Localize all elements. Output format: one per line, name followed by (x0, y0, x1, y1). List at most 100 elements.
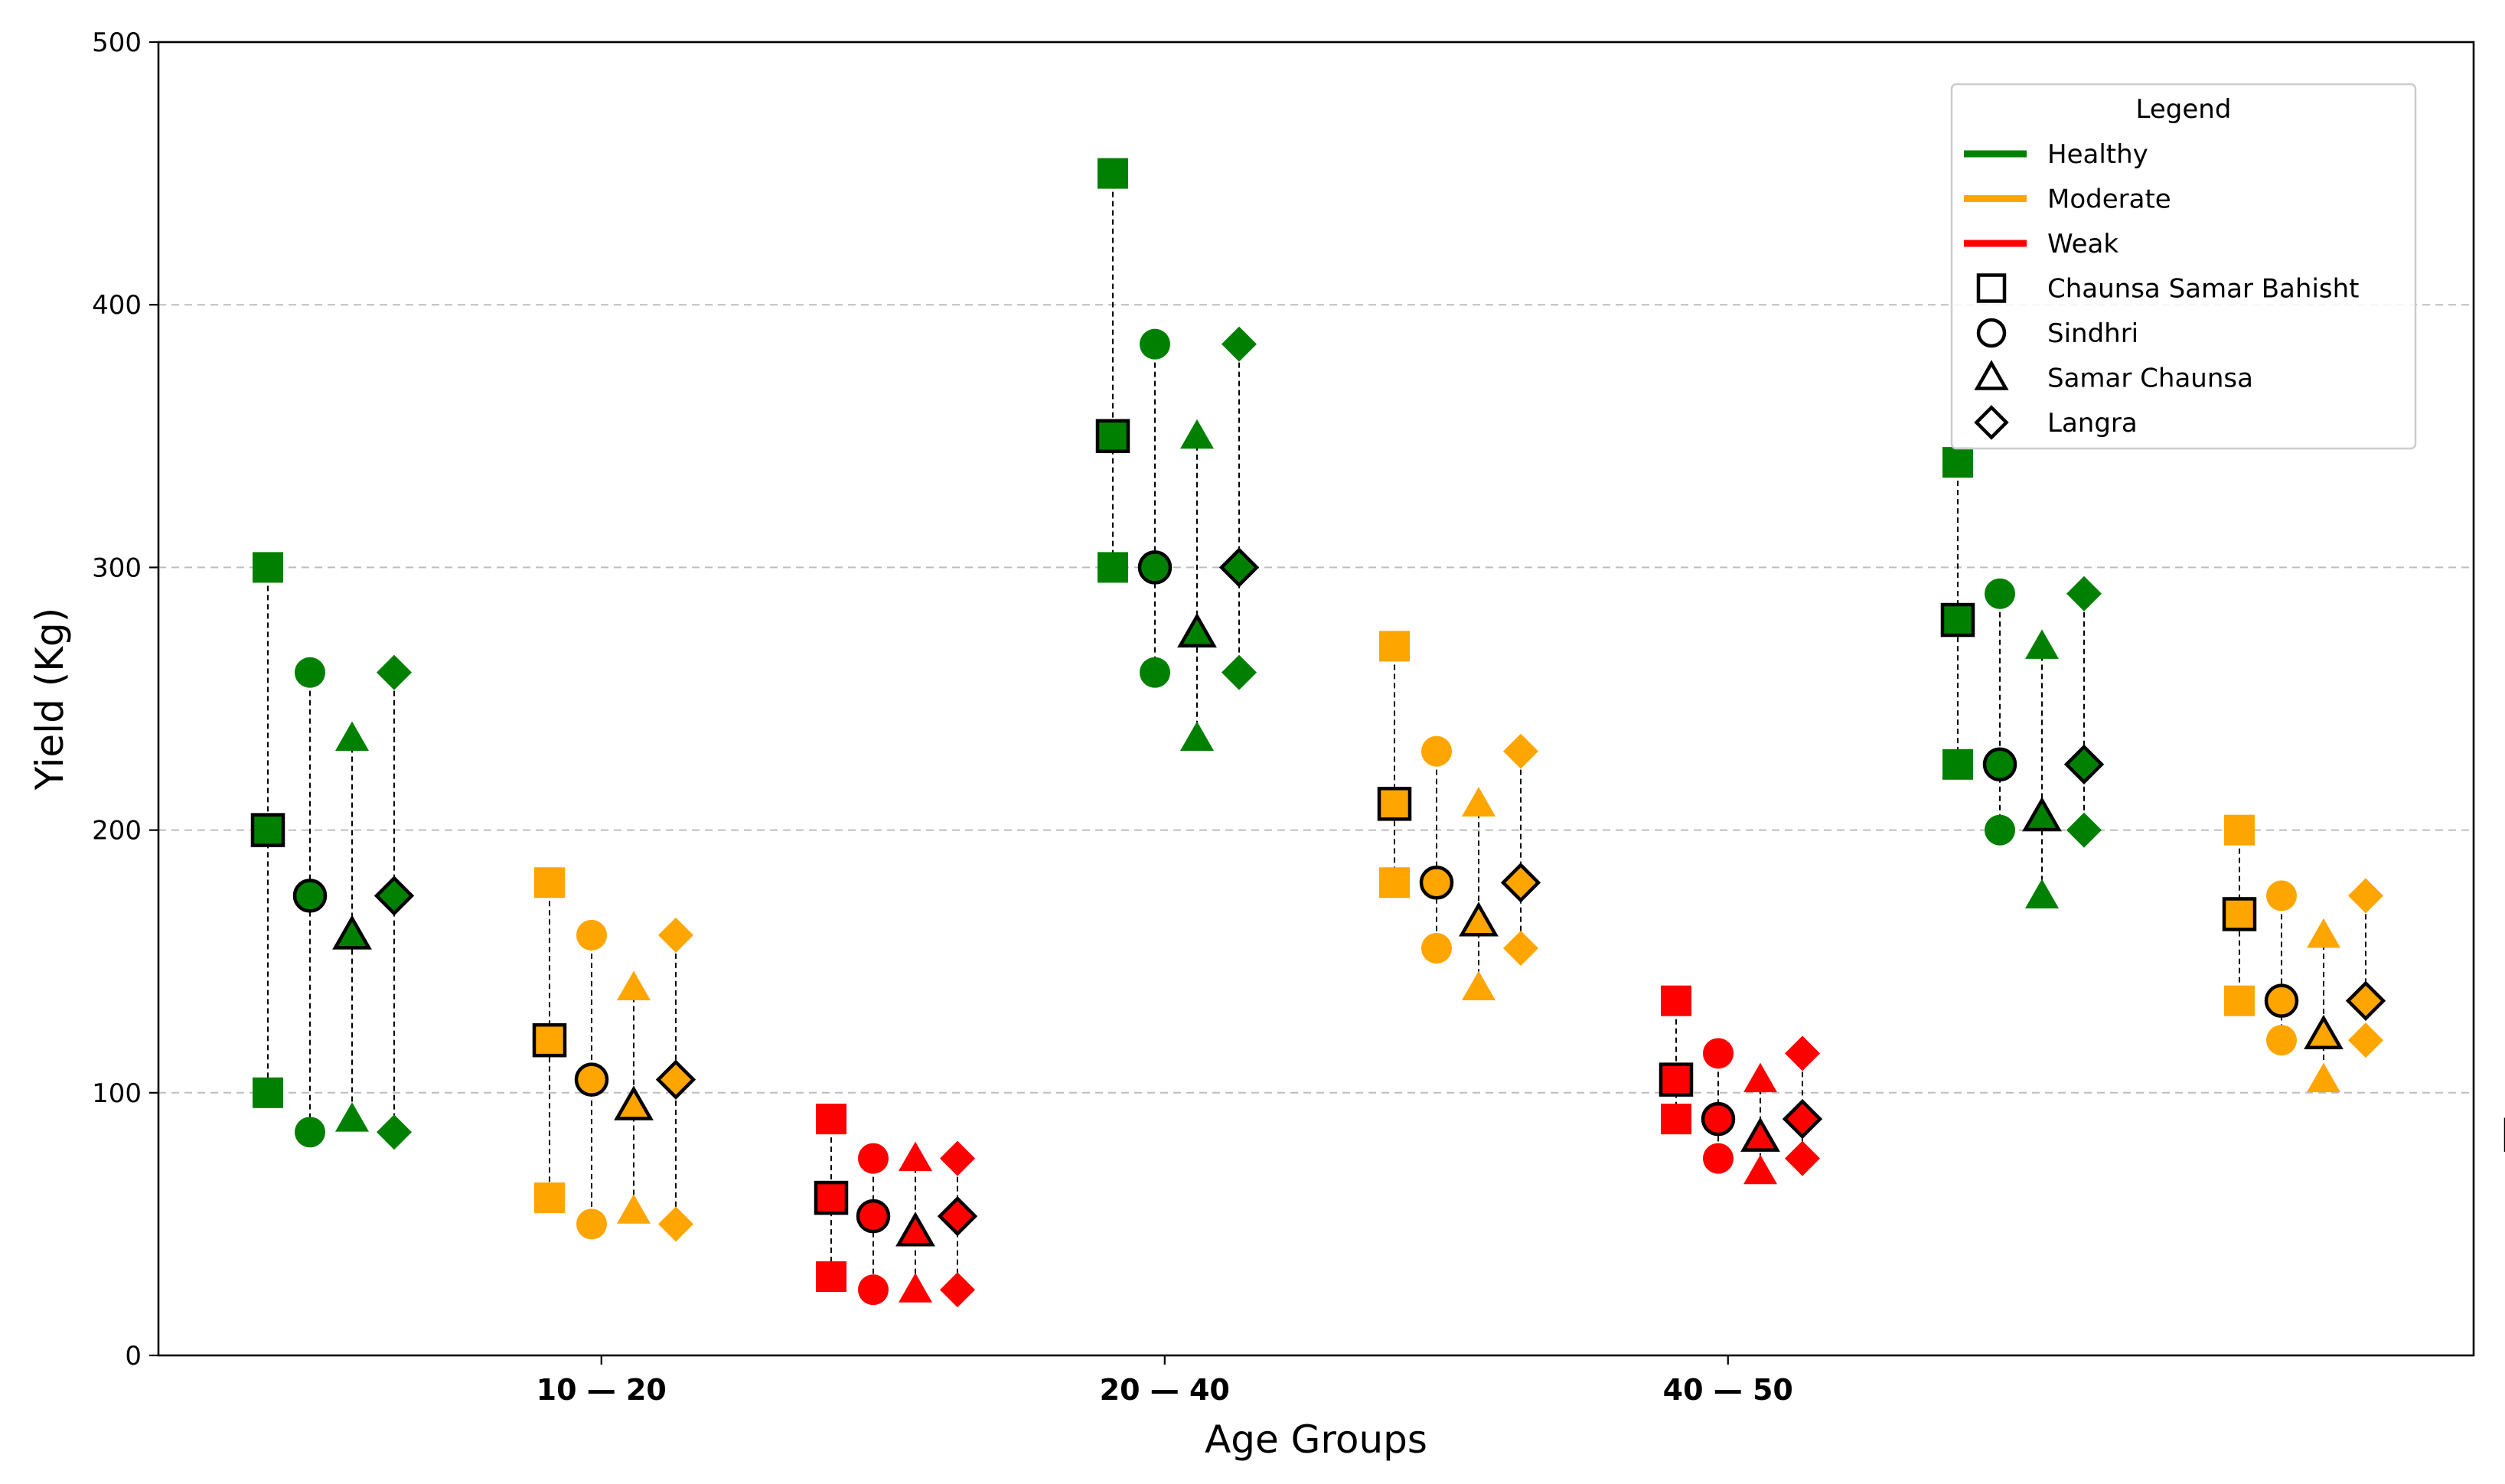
mean-point-samar-chaunsa (1740, 1117, 1780, 1152)
y-tick-label: 300 (92, 553, 142, 583)
legend-title: Legend (2136, 94, 2232, 125)
mean-point-langra (1500, 863, 1541, 903)
min-point-langra (1222, 654, 1257, 690)
min-point-samar-chaunsa (1743, 1154, 1777, 1185)
mean-point-chaunsa-samar-bahisht (1940, 602, 1975, 638)
mean-point-langra (373, 876, 415, 916)
max-point-sindhri (1421, 735, 1452, 767)
plot-frame (157, 41, 2475, 1357)
max-point-langra (940, 1140, 975, 1176)
min-point-langra (2066, 812, 2102, 848)
y-tick-label: 500 (92, 28, 142, 58)
mean-point-langra (2063, 744, 2105, 784)
mean-point-sindhri (2264, 983, 2299, 1018)
min-point-chaunsa-samar-bahisht (1379, 867, 1410, 899)
y-axis-label: Yield (Kg) (28, 608, 72, 791)
max-point-chaunsa-samar-bahisht (1661, 985, 1691, 1016)
min-point-sindhri (1421, 933, 1452, 964)
min-point-chaunsa-samar-bahisht (1942, 749, 1973, 780)
legend-label: Weak (2047, 229, 2118, 259)
max-point-langra (1785, 1036, 1820, 1071)
min-point-chaunsa-samar-bahisht (1661, 1104, 1691, 1135)
min-point-sindhri (295, 1117, 325, 1148)
y-tick-label: 200 (92, 816, 142, 846)
max-point-chaunsa-samar-bahisht (1379, 631, 1410, 662)
max-point-samar-chaunsa (1180, 419, 1214, 449)
max-point-langra (1503, 733, 1538, 769)
min-point-langra (1503, 931, 1538, 967)
max-point-samar-chaunsa (2307, 918, 2340, 948)
legend-item-healthy: Healthy (1964, 139, 2148, 170)
group-40-50-healthy (1940, 447, 2105, 908)
min-point-sindhri (576, 1208, 607, 1240)
mean-point-langra (655, 1059, 696, 1100)
min-point-langra (1785, 1140, 1820, 1176)
legend-item-langra: Langra (1974, 405, 2138, 440)
group-20-40-moderate (1377, 631, 1541, 1001)
max-point-langra (2348, 878, 2383, 914)
mean-point-samar-chaunsa (2304, 1014, 2344, 1050)
min-point-chaunsa-samar-bahisht (816, 1261, 846, 1293)
legend: Legend Healthy Moderate Weak Chaunsa Samar B… (1950, 83, 2417, 450)
min-point-sindhri (2266, 1025, 2297, 1056)
max-point-sindhri (858, 1143, 889, 1174)
min-point-samar-chaunsa (1462, 970, 1495, 1001)
legend-label: Samar Chaunsa (2047, 364, 2253, 394)
legend-marker-square (1976, 273, 2007, 303)
mean-point-samar-chaunsa (895, 1212, 935, 1247)
min-point-samar-chaunsa (2307, 1062, 2340, 1093)
min-point-chaunsa-samar-bahisht (1098, 552, 1128, 583)
max-point-chaunsa-samar-bahisht (816, 1104, 846, 1135)
legend-label: Chaunsa Samar Bahisht (2047, 274, 2360, 305)
x-axis-ticks: 10 — 20 20 — 40 40 — 50 (537, 1355, 1793, 1407)
max-point-samar-chaunsa (2025, 629, 2059, 659)
legend-marker-triangle (1974, 360, 2009, 390)
min-point-sindhri (858, 1274, 889, 1306)
mean-point-samar-chaunsa (1177, 612, 1217, 647)
max-point-samar-chaunsa (1743, 1062, 1777, 1093)
group-20-40-healthy (1095, 158, 1260, 751)
legend-marker-diamond (1974, 405, 2009, 440)
max-point-samar-chaunsa (335, 721, 369, 751)
legend-label: Healthy (2047, 139, 2148, 170)
legend-label: Sindhri (2047, 318, 2138, 349)
max-point-samar-chaunsa (617, 970, 651, 1001)
mean-point-samar-chaunsa (614, 1085, 654, 1120)
max-point-langra (1222, 326, 1257, 362)
y-tick-label: 100 (92, 1078, 142, 1109)
mean-point-sindhri (1137, 550, 1173, 585)
max-point-chaunsa-samar-bahisht (534, 867, 565, 899)
group-40-50-moderate (2222, 814, 2386, 1093)
max-point-chaunsa-samar-bahisht (253, 552, 283, 583)
mean-point-samar-chaunsa (332, 915, 372, 950)
mean-point-langra (937, 1195, 978, 1237)
mean-point-chaunsa-samar-bahisht (1659, 1062, 1694, 1097)
mean-point-sindhri (856, 1199, 891, 1234)
max-point-langra (658, 917, 693, 953)
mean-point-sindhri (1982, 747, 2017, 782)
legend-item-samar-chaunsa: Samar Chaunsa (1974, 360, 2253, 394)
mean-point-langra (1782, 1098, 1823, 1140)
min-point-chaunsa-samar-bahisht (534, 1182, 565, 1214)
x-tick-label: 20 — 40 (1100, 1373, 1230, 1407)
min-point-samar-chaunsa (899, 1273, 932, 1303)
legend-box (1950, 83, 2417, 450)
legend-item-sindhri: Sindhri (1976, 318, 2138, 349)
legend-label: Moderate (2047, 184, 2171, 215)
mean-point-samar-chaunsa (2022, 796, 2062, 832)
legend-item-weak: Weak (1964, 229, 2118, 259)
mean-point-sindhri (1419, 865, 1454, 900)
legend-item-moderate: Moderate (1964, 184, 2171, 215)
x-tick-label: 40 — 50 (1663, 1373, 1793, 1407)
mean-point-chaunsa-samar-bahisht (250, 813, 285, 847)
group-10-20-weak (814, 1104, 978, 1308)
mean-point-sindhri (292, 879, 328, 913)
legend-label: Langra (2047, 408, 2138, 439)
y-axis-ticks: 0 100 200 300 400 500 (92, 28, 158, 1371)
max-point-sindhri (1140, 328, 1170, 360)
max-point-sindhri (576, 919, 607, 951)
max-point-chaunsa-samar-bahisht (1098, 158, 1128, 189)
min-point-samar-chaunsa (1180, 721, 1214, 751)
max-point-langra (2066, 576, 2102, 612)
